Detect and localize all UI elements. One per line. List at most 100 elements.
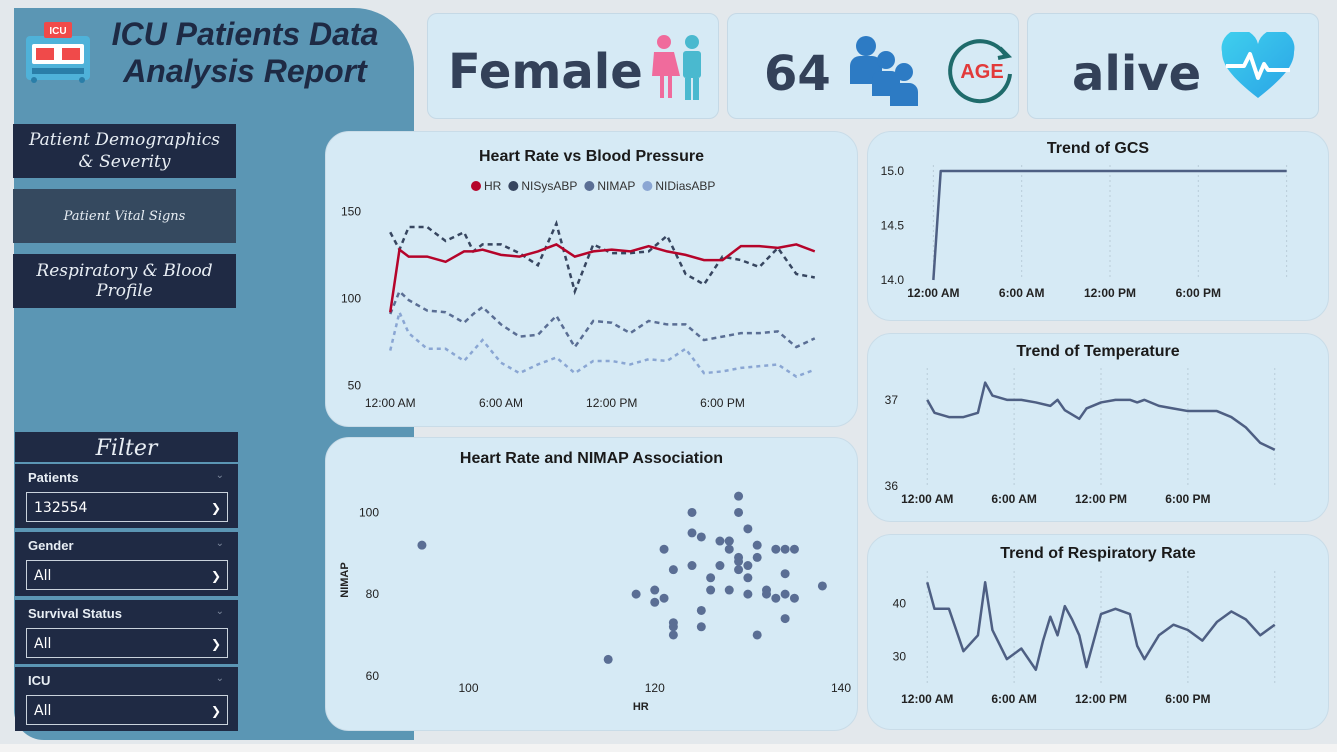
- legend-marker-hr: [471, 181, 481, 191]
- x-tick-label: 6:00 PM: [700, 396, 745, 410]
- people-group-icon: [850, 36, 918, 106]
- kpi-card-age: 64 AGE: [727, 13, 1019, 119]
- scatter-point: [752, 540, 762, 550]
- chevron-down-icon[interactable]: ⌄: [215, 606, 224, 617]
- slicer-patients: Patients ⌄ 132554 ❯: [15, 464, 238, 528]
- scatter-point: [696, 622, 706, 632]
- scatter-point: [687, 507, 697, 517]
- scatter-point: [789, 593, 799, 603]
- chevron-down-icon: ❯: [210, 501, 221, 515]
- series-line-nidiasabp: [389, 308, 816, 379]
- x-tick-label: 12:00 AM: [907, 286, 959, 300]
- icu-dropdown[interactable]: All ❯: [26, 695, 228, 725]
- chevron-down-icon[interactable]: ⌄: [215, 538, 224, 549]
- bottom-tab-strip: [0, 744, 1337, 752]
- scatter-point: [706, 573, 716, 583]
- chart-title: Heart Rate vs Blood Pressure: [479, 148, 704, 165]
- y-tick-label: 14.5: [881, 219, 905, 233]
- x-tick-label: 140: [831, 681, 851, 695]
- scatter-point: [659, 544, 669, 554]
- legend-marker-nidiasabp: [642, 181, 653, 191]
- kpi-card-status: alive: [1027, 13, 1319, 119]
- scatter-point: [817, 581, 827, 591]
- patients-dropdown[interactable]: 132554 ❯: [26, 492, 228, 522]
- x-tick-label: 12:00 AM: [365, 396, 416, 410]
- scatter-point: [734, 565, 744, 575]
- female-male-icon: [652, 35, 701, 100]
- age-icon: AGE: [948, 39, 1013, 104]
- y-tick-label: 60: [366, 669, 380, 683]
- nav-label: Patient Demographics & Severity: [28, 130, 221, 172]
- x-tick-label: 100: [458, 681, 478, 695]
- scatter-point: [743, 573, 753, 583]
- chevron-down-icon[interactable]: ⌄: [215, 673, 224, 684]
- legend-marker-nimap: [584, 181, 595, 191]
- scatter-point: [696, 605, 706, 615]
- y-tick-label: 37: [885, 393, 899, 407]
- series-line-nisysabp: [389, 219, 816, 296]
- nav-button-demographics[interactable]: Patient Demographics & Severity: [13, 124, 236, 178]
- scatter-point: [780, 614, 790, 624]
- scatter-point: [734, 507, 744, 517]
- scatter-point: [650, 585, 660, 595]
- series-line-hr: [388, 243, 816, 313]
- gender-dropdown[interactable]: All ❯: [26, 560, 228, 590]
- x-tick-label: 120: [645, 681, 665, 695]
- y-tick-label: 14.0: [881, 273, 905, 287]
- scatter-point: [734, 491, 744, 501]
- slicer-icu: ICU ⌄ All ❯: [15, 667, 238, 731]
- kpi-card-gender: Female: [427, 13, 719, 119]
- chevron-down-icon[interactable]: ⌄: [215, 470, 224, 481]
- y-tick-label: 100: [341, 291, 361, 305]
- survival-status-dropdown[interactable]: All ❯: [26, 628, 228, 658]
- chart-hr-vs-bp-panel: Heart Rate vs Blood Pressure HR NISysABP N…: [325, 131, 858, 427]
- scatter-point: [752, 552, 762, 562]
- chevron-down-icon: ❯: [210, 637, 221, 651]
- gcs-line-chart: 14.0 14.5 15.0 12:00 AM 6:00 AM 12:00 PM 6:00 …: [881, 164, 1288, 300]
- chart-hr-nimap-panel: Heart Rate and NIMAP Association 60 80 100…: [325, 437, 858, 731]
- scatter-point: [603, 654, 613, 664]
- chart-respiratory-panel: Trend of Respiratory Rate 30 40 12:00 AM 6:…: [867, 534, 1329, 730]
- chart-title: Trend of Temperature: [1016, 343, 1180, 360]
- legend-label-nimap: NIMAP: [597, 179, 635, 193]
- trend-line: [932, 169, 1287, 281]
- y-tick-label: 80: [366, 587, 380, 601]
- scatter-point: [696, 532, 706, 542]
- kpi-gender-value: Female: [448, 44, 643, 100]
- scatter-point: [668, 565, 678, 575]
- nav-button-respiratory[interactable]: Respiratory & Blood Profile: [13, 254, 236, 308]
- nav-button-vital-signs[interactable]: Patient Vital Signs: [13, 189, 236, 243]
- scatter-point: [771, 593, 781, 603]
- x-tick-label: 12:00 PM: [1075, 692, 1127, 706]
- trend-line: [926, 381, 1276, 451]
- x-tick-label: 6:00 PM: [1176, 286, 1221, 300]
- kpi-age-value: 64: [764, 46, 831, 102]
- scatter-point: [752, 630, 762, 640]
- y-tick-label: 36: [885, 479, 899, 493]
- slicer-gender: Gender ⌄ All ❯: [15, 532, 238, 596]
- x-tick-label: 6:00 AM: [991, 492, 1037, 506]
- nav-label: Respiratory & Blood Profile: [36, 261, 213, 301]
- slicer-value: 132554: [34, 500, 88, 516]
- legend-label-hr: HR: [484, 179, 502, 193]
- x-axis-label: HR: [633, 701, 649, 713]
- slicer-label: Patients: [28, 470, 79, 485]
- scatter-point: [789, 544, 799, 554]
- page-title: ICU Patients Data Analysis Report: [100, 16, 390, 90]
- nav-label: Patient Vital Signs: [63, 208, 186, 224]
- scatter-point: [743, 561, 753, 571]
- chart-temperature-panel: Trend of Temperature 36 37 12:00 AM 6:00 AM…: [867, 333, 1329, 522]
- scatter-point: [631, 589, 641, 599]
- slicer-value: All: [34, 636, 52, 652]
- x-tick-label: 12:00 PM: [1075, 492, 1127, 506]
- x-tick-label: 6:00 PM: [1165, 492, 1210, 506]
- scatter-point: [417, 540, 427, 550]
- scatter-point: [724, 536, 734, 546]
- slicer-label: Survival Status: [28, 606, 122, 621]
- filter-title: Filter: [15, 432, 238, 462]
- x-tick-label: 6:00 AM: [999, 286, 1045, 300]
- scatter-point: [780, 569, 790, 579]
- temperature-line-chart: 36 37 12:00 AM 6:00 AM 12:00 PM 6:00 PM: [885, 368, 1276, 506]
- scatter-point: [687, 561, 697, 571]
- chart-gcs-panel: Trend of GCS 14.0 14.5 15.0 12:00 AM 6:00 AM…: [867, 131, 1329, 321]
